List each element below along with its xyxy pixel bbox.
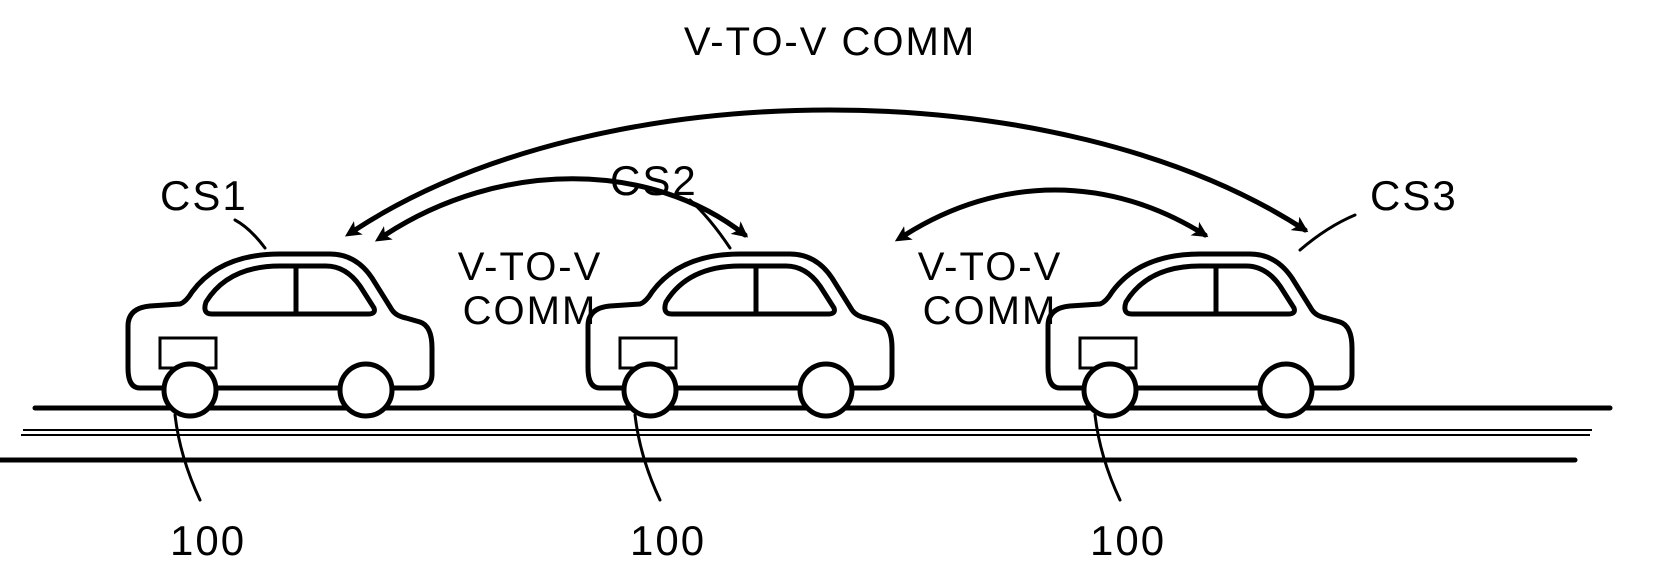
road: [0, 408, 1610, 460]
vehicle: [588, 254, 892, 416]
comm-label: V-TO-V COMM: [684, 20, 976, 64]
vehicle: [128, 254, 432, 416]
vehicle-label: CS3: [1370, 172, 1458, 219]
comm-label: COMM: [923, 289, 1058, 333]
comm-link: [905, 190, 1205, 235]
ref-label: 100: [630, 517, 706, 564]
comm-label: V-TO-V: [918, 245, 1063, 289]
vehicle: [1048, 254, 1352, 416]
ref-label: 100: [170, 517, 246, 564]
comm-label: COMM: [463, 289, 598, 333]
label-leader: [1300, 215, 1355, 250]
vehicle-label: CS1: [160, 172, 248, 219]
comm-label: V-TO-V: [458, 245, 603, 289]
label-leader: [235, 220, 265, 248]
ref-label: 100: [1090, 517, 1166, 564]
